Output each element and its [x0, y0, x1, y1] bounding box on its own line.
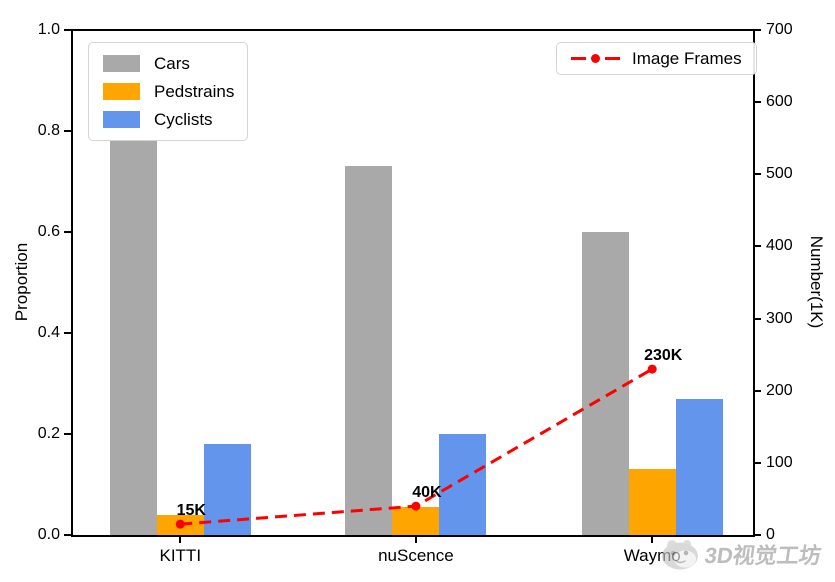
dash-segment	[605, 56, 620, 61]
dash-segment	[571, 56, 586, 61]
legend-item-pedstrains: Pedstrains	[103, 81, 235, 102]
x-axis-category-label: nuScence	[378, 546, 454, 565]
right-axis-tick	[753, 317, 761, 320]
x-axis-tick	[179, 535, 182, 543]
right-axis-tick	[753, 29, 761, 31]
left-axis-tick-label: 0.6	[37, 223, 60, 240]
line-marker-dot	[591, 54, 600, 63]
left-axis-tick-label: 0.2	[37, 425, 60, 442]
dashed-line-sample-icon	[571, 54, 620, 63]
watermark: 3D视觉工坊	[660, 536, 823, 572]
pedstrains-color-swatch	[103, 83, 140, 100]
watermark-text: 3D视觉工坊	[702, 543, 823, 568]
right-axis-tick	[753, 534, 761, 536]
right-axis-tick	[753, 101, 761, 104]
line-point-label: 40K	[412, 484, 442, 502]
legend-bar-series: Cars Pedstrains Cyclists	[88, 42, 248, 141]
legend-item-cars: Cars	[103, 53, 233, 74]
left-axis-title: Proportion	[12, 242, 31, 322]
right-axis-tick	[753, 173, 761, 176]
legend-line-series: Image Frames	[556, 42, 757, 75]
right-axis-tick	[753, 245, 761, 248]
right-axis-title: Number(1K)	[807, 235, 826, 329]
line-point-label: 15K	[176, 502, 206, 520]
bar-pedstrains-nuscence	[392, 507, 440, 535]
right-axis-tick-label: 400	[766, 237, 793, 255]
x-axis-category-label: KITTI	[159, 546, 202, 565]
left-axis-tick-label: 0.0	[37, 526, 60, 543]
bar-cars-waymo	[581, 232, 629, 535]
legend-line-label: Image Frames	[632, 49, 742, 68]
left-axis-tick-label: 1.0	[37, 21, 60, 38]
right-axis-tick-label: 200	[766, 381, 793, 399]
left-axis-tick	[64, 332, 72, 334]
right-axis-tick-label: 500	[766, 165, 793, 183]
left-axis-tick	[64, 231, 72, 233]
cyclists-color-swatch	[103, 111, 140, 128]
right-axis-tick-label: 700	[766, 21, 793, 38]
left-axis-tick	[64, 534, 72, 536]
bar-cyclists-nuscence	[439, 434, 487, 535]
x-axis-tick	[414, 535, 417, 543]
legend-item-cyclists: Cyclists	[103, 109, 233, 130]
right-axis-tick	[753, 389, 761, 392]
bar-cars-kitti	[109, 141, 157, 535]
right-axis-tick-label: 0	[766, 526, 775, 543]
right-axis-tick	[753, 461, 761, 464]
cars-color-swatch	[103, 55, 140, 72]
whale-logo-icon	[661, 540, 698, 570]
left-axis-tick-label: 0.8	[37, 122, 60, 139]
left-axis-tick-label: 0.4	[37, 324, 60, 341]
bar-cars-nuscence	[345, 166, 393, 535]
left-axis-tick	[64, 29, 72, 31]
left-axis-tick	[64, 130, 72, 132]
bar-cyclists-kitti	[203, 444, 251, 535]
left-axis-tick	[64, 433, 72, 435]
right-axis-tick-label: 600	[766, 93, 793, 111]
bar-cyclists-waymo	[675, 398, 723, 535]
legend-item-label: Pedstrains	[154, 82, 235, 101]
x-axis-tick	[651, 535, 654, 543]
legend-item-label: Cyclists	[154, 110, 213, 129]
bar-pedstrains-waymo	[628, 469, 676, 535]
line-point-label: 230K	[644, 347, 683, 365]
legend-item-label: Cars	[154, 54, 190, 73]
right-axis-tick-label: 100	[766, 453, 793, 471]
right-axis-tick-label: 300	[766, 309, 793, 327]
